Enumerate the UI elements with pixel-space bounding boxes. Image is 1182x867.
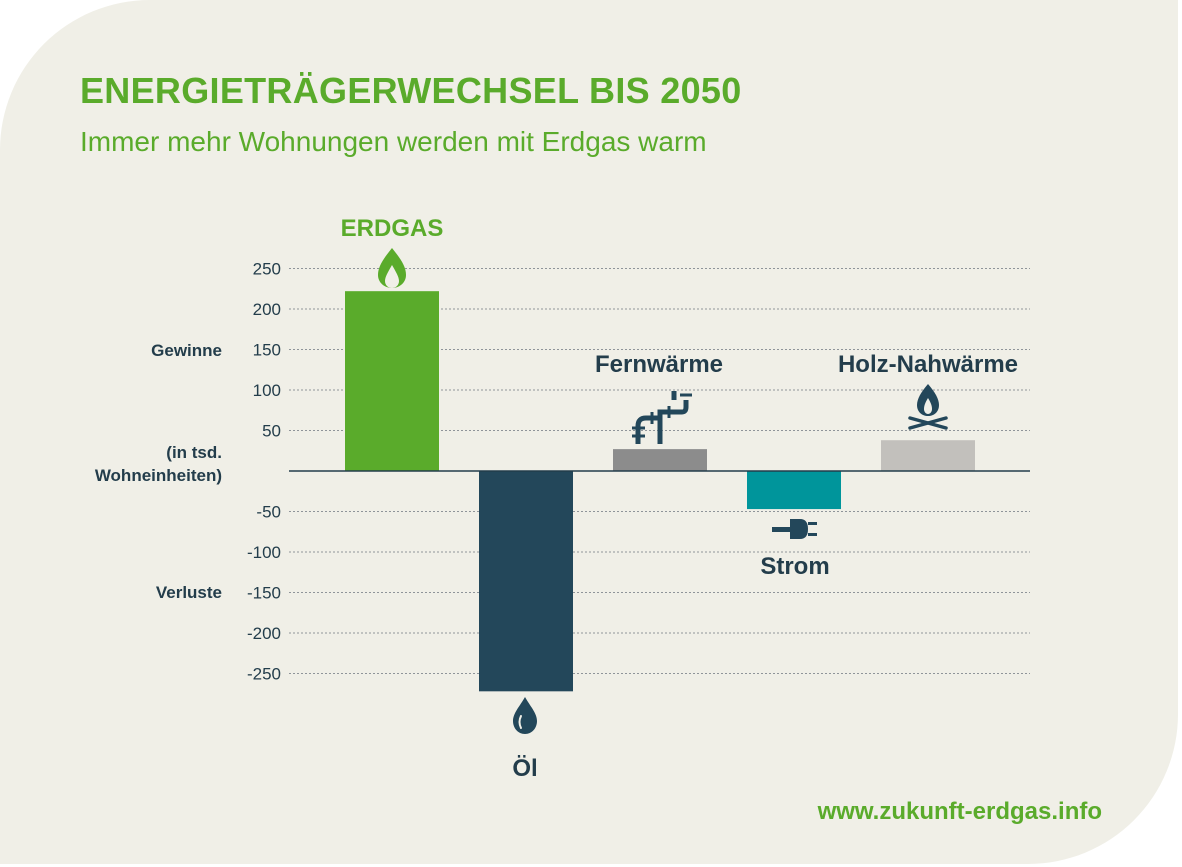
grid-lines	[289, 268, 1030, 674]
source-url[interactable]: www.zukunft-erdgas.info	[817, 798, 1102, 825]
flame-icon	[378, 248, 406, 288]
category-label-holz: Holz-Nahwärme	[838, 351, 1018, 378]
y-tick-label: -50	[256, 503, 281, 522]
unit-label-line1: (in tsd.	[166, 443, 222, 462]
y-tick-label: 150	[253, 341, 281, 360]
pipe-icon	[632, 391, 692, 444]
campfire-icon	[908, 384, 948, 430]
y-tick-label: -250	[247, 665, 281, 684]
y-tick-label: 250	[253, 260, 281, 279]
bars	[345, 291, 975, 692]
unit-label-line2: Wohneinheiten)	[95, 466, 222, 485]
category-label-oel: Öl	[512, 755, 537, 782]
gains-label: Gewinne	[151, 341, 222, 360]
category-label-erdgas: ERDGAS	[341, 215, 444, 242]
bar-strom	[747, 471, 841, 510]
y-tick-label: -100	[247, 543, 281, 562]
losses-label: Verluste	[156, 583, 222, 602]
bar-erdgas	[345, 291, 439, 471]
y-tick-label: 200	[253, 300, 281, 319]
page-title: ENERGIETRÄGERWECHSEL BIS 2050	[80, 70, 742, 111]
y-tick-label: 100	[253, 381, 281, 400]
bar-fernwaerme	[613, 449, 707, 471]
page-subtitle: Immer mehr Wohnungen werden mit Erdgas w…	[80, 126, 707, 157]
oil-drop-icon	[513, 697, 537, 734]
y-axis-ticks: 250 200 150 100 50 -50 -100 -150 -200 -250	[247, 260, 281, 684]
y-tick-label: -150	[247, 584, 281, 603]
category-label-fernwaerme: Fernwärme	[595, 351, 723, 378]
plug-icon	[772, 519, 817, 539]
y-tick-label: 50	[262, 422, 281, 441]
category-label-strom: Strom	[760, 553, 829, 580]
bar-holz	[881, 440, 975, 471]
bar-oel	[479, 471, 573, 692]
y-tick-label: -200	[247, 624, 281, 643]
